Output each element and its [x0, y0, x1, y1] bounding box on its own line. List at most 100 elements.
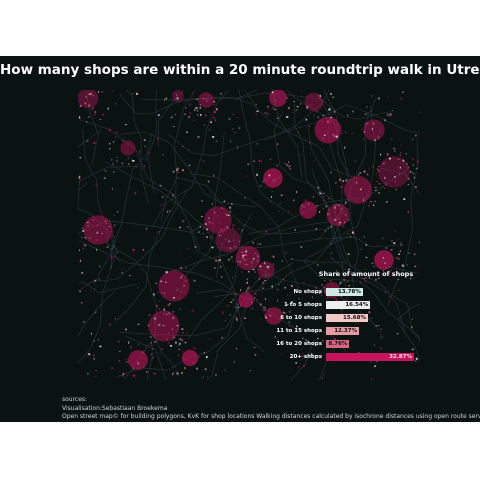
building [232, 224, 235, 226]
building [257, 260, 258, 263]
building [81, 227, 84, 229]
building [363, 138, 365, 140]
building [400, 242, 402, 244]
building [347, 168, 349, 171]
building [327, 227, 329, 229]
building [87, 354, 90, 356]
building [264, 314, 266, 317]
building [236, 310, 238, 311]
building [382, 257, 384, 259]
building [199, 225, 201, 228]
building [115, 136, 117, 138]
building [321, 284, 323, 286]
building [229, 314, 231, 316]
building [110, 256, 113, 259]
street [247, 166, 410, 235]
building [226, 305, 229, 307]
building [395, 257, 397, 259]
building [346, 281, 348, 282]
building [158, 231, 160, 233]
building [236, 318, 238, 321]
building [173, 297, 175, 299]
building [303, 364, 305, 367]
building [336, 271, 338, 273]
building [237, 117, 239, 119]
hotspot [158, 270, 190, 302]
building [172, 338, 175, 340]
building [220, 92, 222, 95]
building [88, 93, 91, 96]
building [237, 146, 238, 149]
building [334, 338, 336, 341]
building [253, 160, 255, 162]
building [113, 215, 116, 217]
building [184, 341, 187, 344]
building [196, 114, 199, 116]
building [118, 341, 120, 343]
building [295, 362, 298, 364]
building [185, 267, 187, 269]
building [408, 252, 410, 254]
building [137, 323, 140, 325]
street [188, 212, 253, 340]
building [265, 274, 267, 277]
building [278, 176, 281, 179]
building [193, 362, 194, 365]
building [187, 149, 190, 151]
building [93, 141, 96, 144]
building [376, 244, 378, 246]
street [86, 90, 99, 164]
building [81, 271, 84, 274]
building [390, 249, 393, 251]
building [137, 343, 140, 345]
building [397, 158, 400, 160]
building [316, 338, 319, 340]
building [388, 296, 391, 298]
building [105, 170, 107, 172]
building [172, 311, 175, 313]
building [266, 106, 269, 108]
building [128, 163, 130, 165]
building [367, 173, 369, 176]
street [125, 90, 149, 205]
building [203, 160, 205, 162]
building [229, 258, 231, 260]
building [343, 279, 345, 281]
building [212, 222, 214, 225]
building [116, 156, 118, 158]
building [179, 338, 182, 340]
building [308, 104, 311, 107]
building [188, 103, 191, 106]
building [155, 372, 156, 374]
building [300, 103, 302, 105]
building [324, 229, 326, 231]
legend-value: 13.78% [337, 289, 361, 295]
building [246, 281, 248, 284]
building [102, 330, 103, 332]
building [221, 276, 223, 278]
building [287, 107, 290, 110]
building [211, 246, 214, 249]
building [327, 213, 329, 216]
building [389, 157, 391, 160]
building [276, 289, 279, 290]
building [378, 170, 381, 172]
building [415, 134, 417, 137]
building [231, 128, 234, 130]
building [181, 328, 184, 330]
building [287, 294, 288, 296]
building [323, 200, 325, 202]
building [372, 165, 374, 168]
building [369, 186, 372, 188]
building [318, 291, 321, 295]
building [342, 133, 343, 134]
building [265, 231, 268, 233]
hotspot [198, 92, 214, 108]
building [363, 236, 365, 238]
building [398, 253, 400, 255]
building [220, 265, 222, 268]
building [271, 196, 272, 198]
building [205, 115, 207, 117]
legend-title: Share of amount of shops [318, 270, 414, 278]
building [161, 292, 163, 294]
